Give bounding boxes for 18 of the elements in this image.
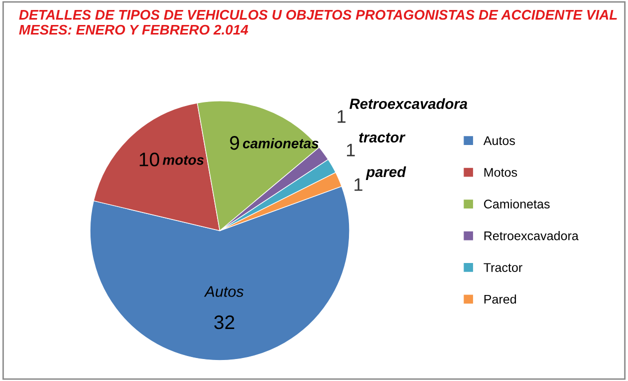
data-label: 9 bbox=[230, 136, 240, 150]
text: Retroexcavadora bbox=[350, 98, 468, 109]
text: tractor bbox=[359, 132, 406, 143]
data-label: 1 bbox=[354, 178, 362, 191]
data-label: 1 bbox=[346, 144, 355, 156]
chart-title: DETALLES DE TIPOS DE VEHICULOS U OBJETOS PROTAGONISTAS DE ACCIDENTE VIAL MESES: ENERO Y FEBRERO 2.014 bbox=[19, 10, 617, 35]
legend-label: Retroexcavadora bbox=[484, 231, 579, 240]
data-label: 32 bbox=[214, 315, 234, 330]
data-label: 10 bbox=[140, 152, 160, 166]
legend-label: Pared bbox=[484, 294, 516, 304]
text: pared bbox=[366, 166, 406, 180]
legend-label: Autos bbox=[483, 136, 515, 146]
legend-label: Camionetas bbox=[484, 199, 550, 209]
text: motos bbox=[162, 156, 204, 165]
legend-label: Tractor bbox=[484, 263, 522, 272]
legend-label: Motos bbox=[484, 168, 517, 177]
text: Autos bbox=[204, 286, 244, 297]
data-label: 1 bbox=[338, 110, 346, 123]
